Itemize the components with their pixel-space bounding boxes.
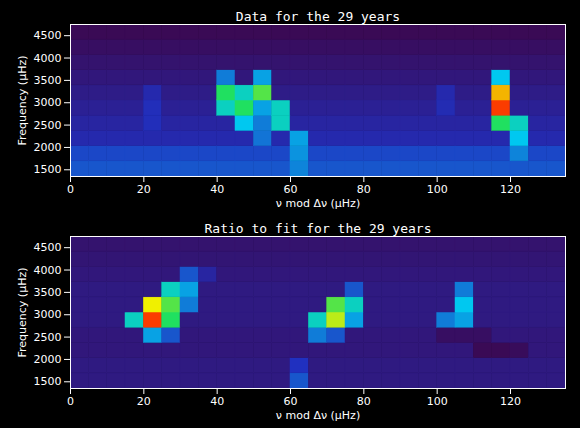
svg-text:20: 20 [137, 183, 151, 196]
svg-text:0: 0 [67, 395, 74, 408]
svg-text:3500: 3500 [34, 286, 62, 299]
svg-text:Data for the 29 years: Data for the 29 years [236, 9, 400, 24]
svg-text:3500: 3500 [34, 74, 62, 87]
svg-text:120: 120 [500, 183, 521, 196]
svg-text:Ratio to fit for the 29 years: Ratio to fit for the 29 years [205, 221, 432, 236]
svg-text:4500: 4500 [34, 241, 62, 254]
svg-text:0: 0 [67, 183, 74, 196]
svg-text:20: 20 [137, 395, 151, 408]
svg-text:40: 40 [210, 395, 224, 408]
svg-text:100: 100 [427, 183, 448, 196]
svg-text:80: 80 [357, 395, 371, 408]
svg-text:4500: 4500 [34, 29, 62, 42]
svg-text:40: 40 [210, 183, 224, 196]
svg-text:ν mod Δν (μHz): ν mod Δν (μHz) [276, 409, 360, 422]
svg-text:120: 120 [500, 395, 521, 408]
svg-text:Frequency (μHz): Frequency (μHz) [16, 268, 29, 358]
svg-text:2000: 2000 [34, 353, 62, 366]
svg-text:2500: 2500 [34, 331, 62, 344]
svg-text:ν mod Δν (μHz): ν mod Δν (μHz) [276, 197, 360, 210]
svg-text:3000: 3000 [34, 96, 62, 109]
svg-text:1500: 1500 [34, 375, 62, 388]
svg-text:4000: 4000 [34, 264, 62, 277]
svg-text:2000: 2000 [34, 141, 62, 154]
svg-text:60: 60 [284, 183, 298, 196]
svg-text:100: 100 [427, 395, 448, 408]
svg-text:1500: 1500 [34, 163, 62, 176]
svg-text:Frequency (μHz): Frequency (μHz) [16, 56, 29, 146]
svg-text:4000: 4000 [34, 52, 62, 65]
svg-text:80: 80 [357, 183, 371, 196]
svg-text:2500: 2500 [34, 119, 62, 132]
svg-text:60: 60 [284, 395, 298, 408]
svg-text:3000: 3000 [34, 308, 62, 321]
